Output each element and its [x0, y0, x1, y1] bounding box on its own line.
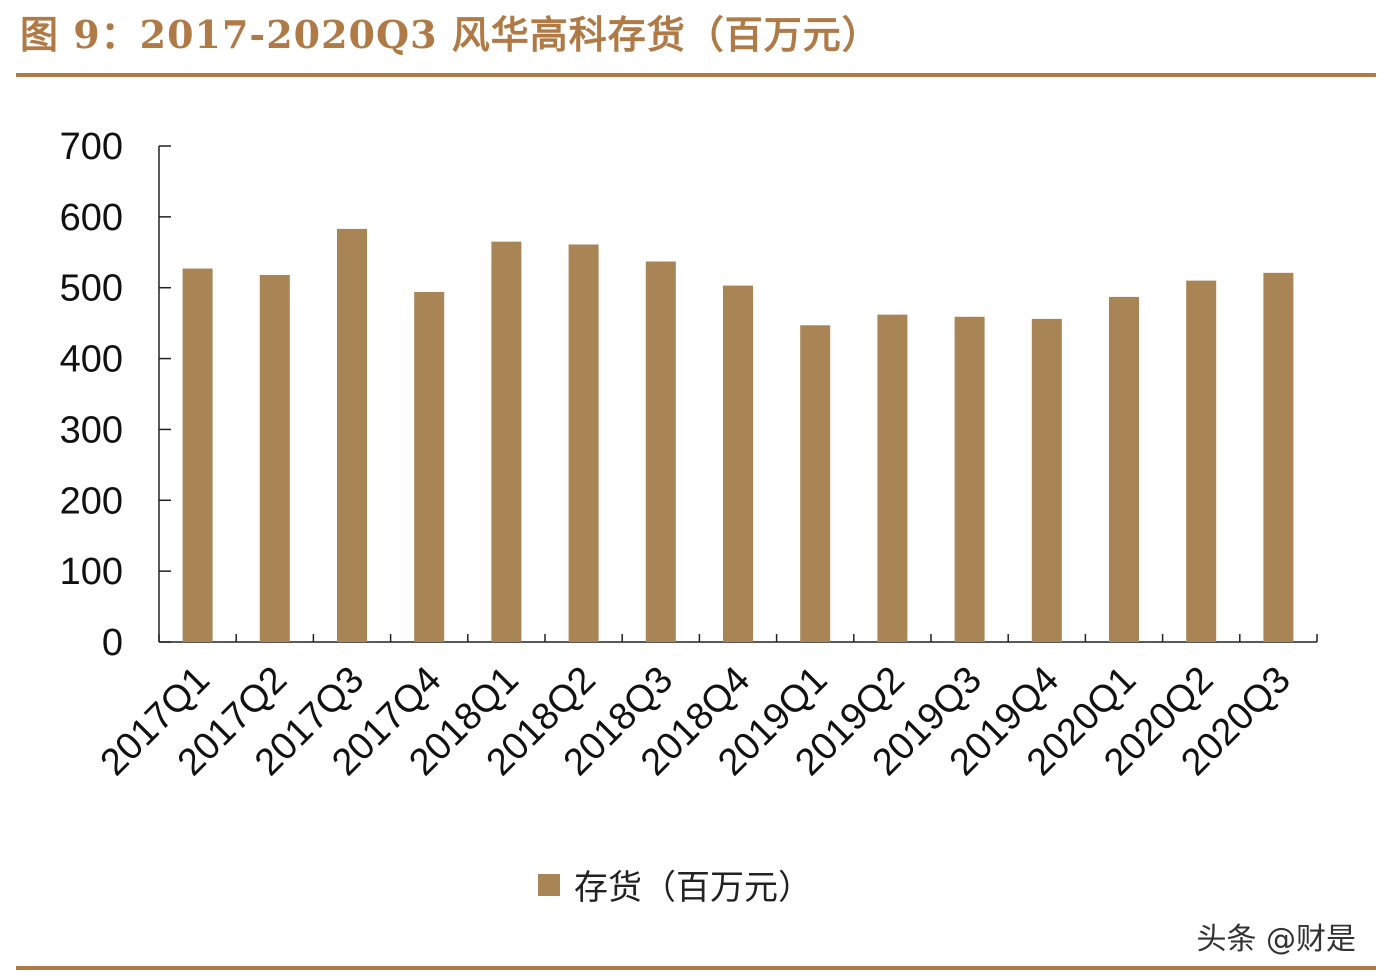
y-tick-label: 200: [60, 480, 123, 522]
bar: [954, 316, 985, 642]
bar: [414, 291, 445, 642]
bar: [337, 228, 367, 642]
watermark: 头条 @财是: [1196, 922, 1356, 957]
bar: [1109, 296, 1139, 642]
bar: [877, 314, 908, 642]
bar: [1263, 272, 1294, 642]
legend-swatch: [538, 873, 560, 896]
bar: [1031, 318, 1062, 642]
bar: [800, 325, 831, 642]
chart-legend: 存货（百万元）: [538, 860, 812, 909]
y-tick-label: 400: [60, 339, 123, 381]
bar-chart: 01002003004005006007002017Q12017Q22017Q3…: [60, 126, 1318, 784]
bar: [182, 268, 213, 642]
bar: [723, 285, 753, 642]
bar: [491, 241, 522, 642]
y-tick-label: 100: [60, 551, 123, 593]
bottom-divider: [16, 966, 1376, 970]
bar: [645, 261, 676, 642]
bar: [259, 274, 290, 642]
bar: [568, 244, 599, 642]
y-tick-label: 500: [60, 268, 123, 310]
y-tick-label: 600: [60, 197, 123, 239]
y-tick-label: 300: [60, 409, 123, 451]
figure-title: 图 9：2017-2020Q3 风华高科存货（百万元）: [20, 12, 881, 57]
y-tick-label: 0: [102, 622, 123, 664]
legend-label: 存货（百万元）: [574, 868, 812, 908]
bar: [1186, 280, 1217, 642]
title-divider: [16, 73, 1376, 77]
y-tick-label: 700: [60, 126, 123, 168]
